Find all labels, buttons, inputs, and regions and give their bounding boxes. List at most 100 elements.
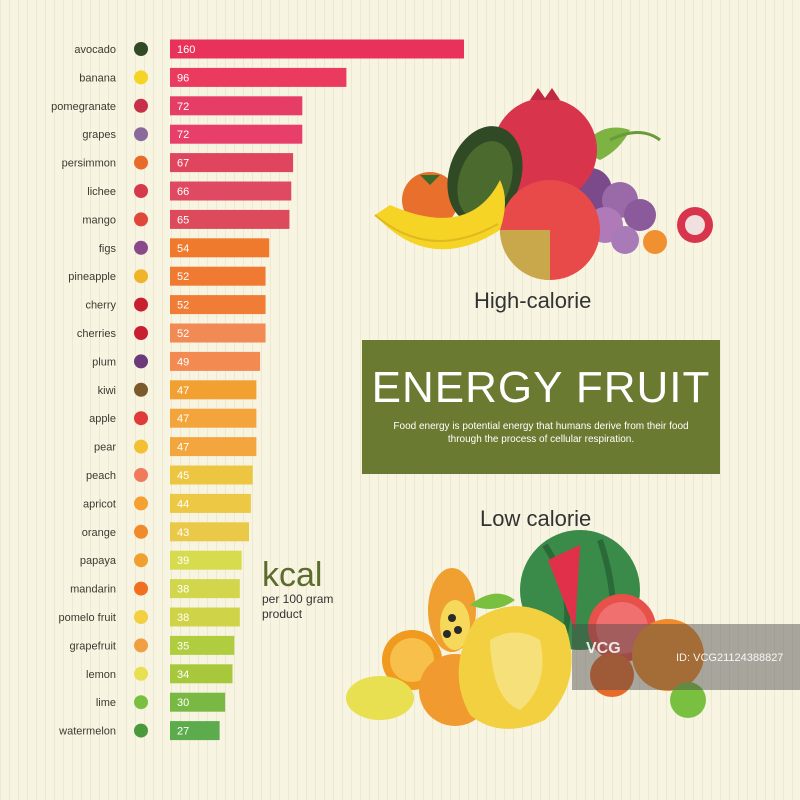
category-label-papaya: papaya [80, 555, 117, 567]
value-label-lime: 30 [177, 697, 189, 709]
category-label-banana: banana [79, 72, 117, 84]
value-label-pineapple: 52 [177, 271, 189, 283]
category-label-pineapple: pineapple [68, 271, 116, 283]
value-label-grapes: 72 [177, 129, 189, 141]
orange-icon [134, 524, 148, 539]
grapefruit-icon [134, 638, 148, 653]
category-label-lime: lime [96, 697, 116, 709]
category-label-kiwi: kiwi [98, 385, 116, 397]
watermark-logo: VCG [586, 640, 621, 657]
low-calorie-title: Low calorie [480, 506, 592, 531]
value-label-pomelo-fruit: 38 [177, 612, 189, 624]
category-label-pomegranate: pomegranate [51, 101, 116, 113]
watermelon-icon [134, 723, 148, 738]
value-label-mandarin: 38 [177, 584, 189, 596]
bar-mango [170, 209, 290, 229]
category-label-grapefruit: grapefruit [70, 640, 116, 652]
category-label-lichee: lichee [87, 186, 116, 198]
category-label-persimmon: persimmon [62, 158, 116, 170]
kiwi-icon [134, 382, 148, 397]
lime-icon [134, 695, 148, 710]
category-label-lemon: lemon [86, 669, 116, 681]
category-label-mango: mango [82, 214, 116, 226]
peach-icon [134, 468, 148, 482]
unit-sub-label: per 100 gram product [262, 592, 334, 621]
high-calorie-title: High-calorie [474, 288, 592, 313]
value-label-apricot: 44 [177, 498, 189, 510]
value-label-persimmon: 67 [177, 158, 189, 170]
bar-pomelo-fruit [170, 607, 240, 627]
category-label-cherry: cherry [85, 300, 116, 312]
chart-description: Food energy is potential energy that hum… [393, 421, 689, 445]
value-label-plum: 49 [177, 356, 189, 368]
bar-pineapple [170, 266, 266, 286]
value-label-orange: 43 [177, 527, 189, 539]
high-calorie-fruit-illustration [374, 88, 713, 280]
bar-persimmon [170, 153, 294, 173]
category-label-apricot: apricot [83, 498, 116, 510]
bar-papaya [170, 550, 242, 570]
value-label-lemon: 34 [177, 669, 189, 681]
mango-icon [134, 212, 148, 227]
category-label-pear: pear [94, 442, 116, 454]
bar-pear [170, 437, 257, 457]
category-label-apple: apple [89, 413, 116, 425]
value-label-papaya: 39 [177, 555, 189, 567]
grapes-icon [134, 127, 148, 142]
lichee-icon [134, 184, 148, 198]
watermark-band [572, 624, 800, 690]
banana-icon [134, 70, 148, 85]
value-label-avocado: 160 [177, 44, 195, 56]
value-label-grapefruit: 35 [177, 640, 189, 652]
avocado-icon [134, 42, 148, 56]
value-label-watermelon: 27 [177, 726, 189, 738]
value-label-peach: 45 [177, 470, 189, 482]
bar-avocado [170, 39, 464, 59]
value-label-cherries: 52 [177, 328, 189, 340]
bar-cherry [170, 295, 266, 315]
value-label-kiwi: 47 [177, 385, 189, 397]
bar-kiwi [170, 380, 257, 400]
bar-grapes [170, 124, 303, 144]
value-label-pomegranate: 72 [177, 101, 189, 113]
bar-figs [170, 238, 270, 258]
value-label-banana: 96 [177, 72, 189, 84]
figs-icon [134, 240, 148, 255]
value-label-lichee: 66 [177, 186, 189, 198]
cherry-icon [134, 297, 148, 312]
bar-apple [170, 408, 257, 428]
category-label-cherries: cherries [77, 328, 117, 340]
bar-plum [170, 351, 261, 371]
bar-lime [170, 692, 226, 712]
bar-mandarin [170, 579, 240, 599]
pomelo-fruit-icon [134, 610, 148, 624]
pear-icon [134, 439, 148, 454]
bar-orange [170, 522, 250, 542]
apple-icon [134, 411, 148, 426]
unit-main-label: kcal [262, 556, 323, 594]
lemon-icon [134, 666, 148, 681]
plum-icon [134, 354, 148, 369]
bar-peach [170, 465, 253, 485]
value-label-apple: 47 [177, 413, 189, 425]
category-label-peach: peach [86, 470, 116, 482]
papaya-icon [134, 553, 148, 568]
category-label-watermelon: watermelon [58, 726, 116, 738]
persimmon-icon [134, 155, 148, 170]
chart-title: ENERGY FRUIT [371, 363, 711, 412]
category-label-orange: orange [82, 527, 116, 539]
value-label-pear: 47 [177, 442, 189, 454]
bar-watermelon [170, 721, 220, 741]
bar-grapefruit [170, 635, 235, 655]
category-label-avocado: avocado [74, 44, 116, 56]
mandarin-icon [134, 581, 148, 596]
watermark-id: ID: VCG21124388827 [676, 652, 784, 664]
value-label-cherry: 52 [177, 300, 189, 312]
bar-cherries [170, 323, 266, 343]
bar-chart: avocado 160 banana 96 pomegranate 72 grapes 72 p… [51, 39, 464, 741]
apricot-icon [134, 496, 148, 511]
category-label-pomelo-fruit: pomelo fruit [59, 612, 116, 624]
category-label-grapes: grapes [82, 129, 116, 141]
bar-banana [170, 67, 347, 87]
